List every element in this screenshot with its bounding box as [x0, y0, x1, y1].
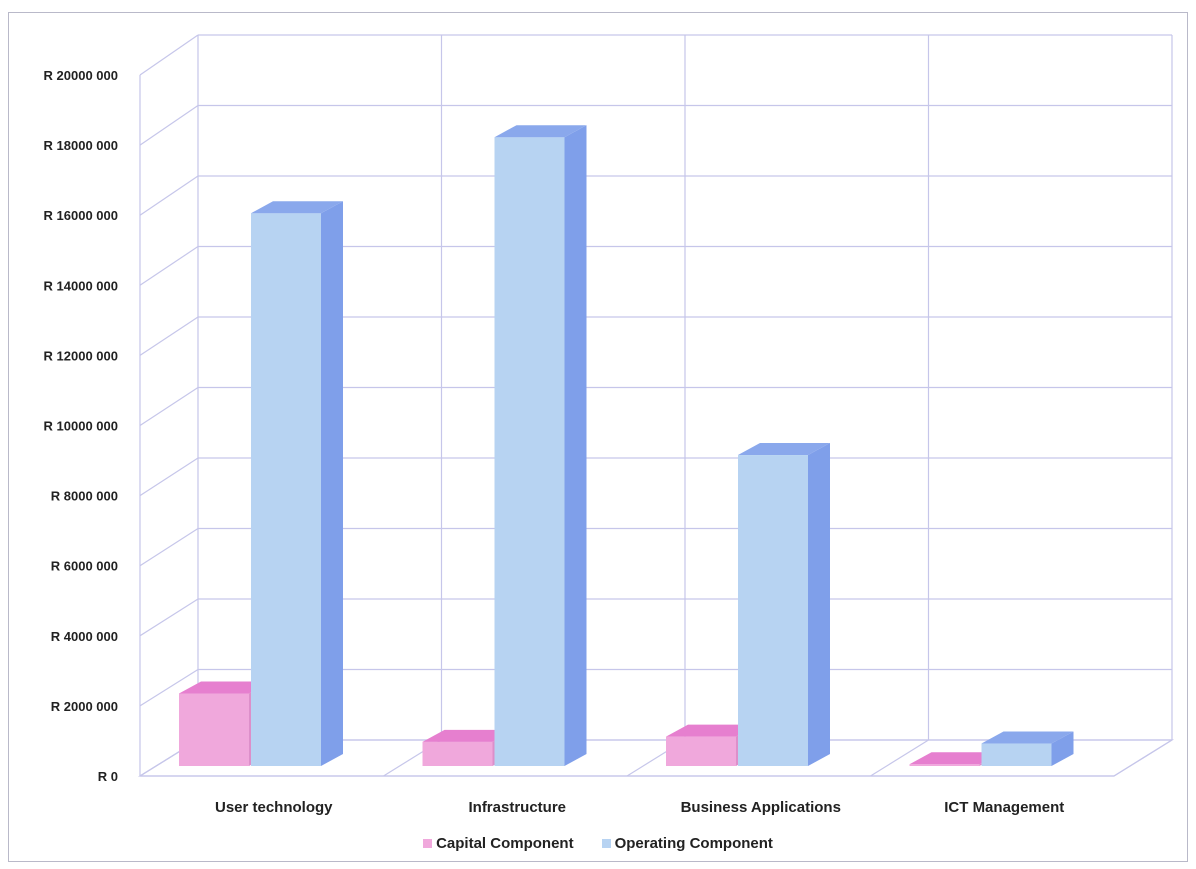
y-tick-label: R 4000 000	[51, 629, 118, 644]
x-tick-label: Business Applications	[681, 799, 841, 816]
legend-label-operating: Operating Component	[614, 835, 773, 852]
y-tick-label: R 18000 000	[44, 138, 118, 153]
legend-swatch-capital	[423, 839, 433, 848]
y-tick-label: R 10000 000	[44, 419, 118, 434]
y-tick-label: R 14000 000	[44, 278, 118, 293]
y-tick-label: R 8000 000	[51, 489, 118, 504]
x-tick-label: ICT Management	[944, 799, 1064, 816]
bar-top-capital-component-user-technology	[179, 681, 271, 694]
x-tick-label: Infrastructure	[468, 799, 566, 816]
y-tick-label: R 0	[98, 769, 118, 784]
legend-item-operating: Operating Component	[601, 835, 773, 852]
bar-side-operating-component-infrastructure	[564, 125, 587, 766]
bar-side-operating-component-business-applications	[808, 443, 830, 766]
bar-top-operating-component-infrastructure	[494, 125, 587, 138]
bar-top-capital-component-ict-management	[909, 752, 1002, 765]
floor-divider	[1113, 739, 1173, 777]
gridline-side	[139, 246, 199, 286]
bar-side-operating-component-user-technology	[321, 201, 343, 766]
y-tick-label: R 16000 000	[44, 208, 118, 223]
bar-capital-component-user-technology	[179, 693, 249, 766]
gridline-side	[139, 34, 199, 76]
y-tick-label: R 12000 000	[44, 348, 118, 363]
bar-capital-component-ict-management	[909, 764, 980, 766]
bar-top-operating-component-ict-management	[981, 731, 1074, 744]
legend-item-capital: Capital Component	[423, 835, 574, 852]
gridline-side	[139, 386, 199, 427]
gridline-side	[139, 175, 199, 216]
x-tick-label: User technology	[215, 799, 333, 816]
gridline-side	[139, 316, 199, 356]
bar-operating-component-business-applications	[738, 455, 808, 766]
bar-operating-component-user-technology	[251, 213, 321, 766]
bar-operating-component-infrastructure	[494, 137, 565, 766]
legend-label-capital: Capital Component	[436, 835, 574, 852]
bar-capital-component-business-applications	[666, 736, 736, 766]
legend-swatch-operating	[601, 839, 611, 848]
gridline-side	[139, 527, 199, 567]
bar-capital-component-infrastructure	[422, 741, 493, 766]
bar-top-capital-component-business-applications	[666, 724, 758, 737]
bar-side-operating-component-ict-management	[1051, 731, 1074, 766]
gridline-side	[139, 598, 199, 637]
bar-operating-component-ict-management	[981, 743, 1052, 766]
chart-legend: Capital Component Operating Component	[0, 835, 1196, 852]
bar-top-operating-component-business-applications	[738, 443, 830, 456]
y-tick-label: R 6000 000	[51, 559, 118, 574]
y-tick-label: R 20000 000	[44, 68, 118, 83]
bar-top-capital-component-infrastructure	[422, 729, 515, 742]
gridline-side	[139, 105, 199, 146]
bar-top-operating-component-user-technology	[251, 201, 343, 214]
gridline-side	[139, 457, 199, 497]
gridline-side	[139, 668, 199, 707]
floor-divider	[870, 739, 929, 777]
y-tick-label: R 2000 000	[51, 699, 118, 714]
